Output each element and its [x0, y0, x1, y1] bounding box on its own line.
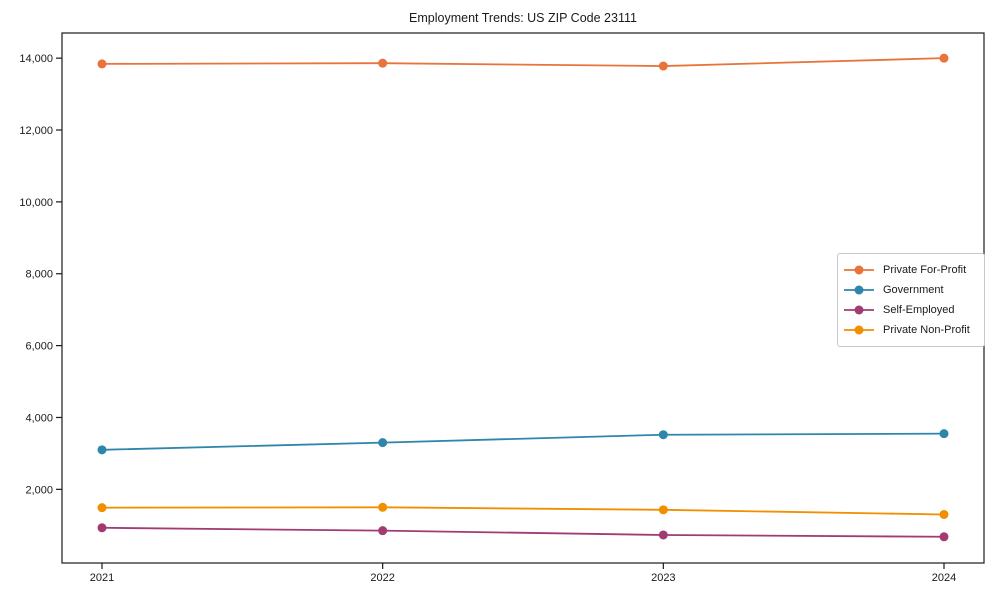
data-point-private-for-profit — [939, 53, 949, 63]
y-axis: 2,000 4,000 6,000 8,000 10,000 12,000 14,000 — [19, 53, 62, 496]
legend-label: Self-Employed — [883, 304, 955, 316]
legend-label: Government — [883, 284, 944, 296]
series-line-private-for-profit — [101, 57, 945, 67]
data-point-self-employed — [97, 523, 107, 533]
data-point-private-non-profit — [939, 509, 949, 519]
legend: Private For-Profit Government Self-Employe… — [837, 253, 985, 347]
series-line-private-non-profit — [101, 506, 945, 516]
y-tick-label: 10,000 — [19, 197, 53, 209]
legend-marker-icon — [844, 265, 874, 275]
legend-item-government: Government — [844, 280, 976, 300]
legend-item-private-for-profit: Private For-Profit — [844, 260, 976, 280]
chart-title: Employment Trends: US ZIP Code 23111 — [409, 11, 637, 25]
data-point-government — [97, 445, 107, 455]
series-group — [97, 53, 949, 542]
data-point-private-non-profit — [658, 505, 668, 515]
data-point-private-non-profit — [97, 503, 107, 513]
x-tick-label: 2024 — [932, 572, 956, 584]
data-point-self-employed — [378, 526, 388, 536]
y-tick-label: 2,000 — [25, 484, 53, 496]
data-point-private-for-profit — [378, 58, 388, 68]
x-axis: 2021 2022 2023 2024 — [90, 563, 956, 584]
y-tick-label: 8,000 — [25, 269, 53, 281]
data-point-government — [658, 430, 668, 440]
series-line-government — [101, 432, 945, 451]
legend-label: Private For-Profit — [883, 264, 967, 276]
legend-item-self-employed: Self-Employed — [844, 300, 976, 320]
legend-marker-icon — [844, 285, 874, 295]
y-tick-label: 14,000 — [19, 53, 53, 65]
y-tick-label: 4,000 — [25, 412, 53, 424]
x-tick-label: 2023 — [651, 572, 675, 584]
data-point-self-employed — [658, 530, 668, 540]
data-point-private-non-profit — [378, 502, 388, 512]
data-point-self-employed — [939, 532, 949, 542]
data-point-private-for-profit — [658, 61, 668, 71]
y-tick-label: 12,000 — [19, 125, 53, 137]
series-line-self-employed — [101, 526, 945, 538]
x-tick-label: 2022 — [370, 572, 394, 584]
legend-marker-icon — [844, 305, 874, 315]
legend-label: Private Non-Profit — [883, 324, 970, 336]
legend-marker-icon — [844, 325, 874, 335]
data-point-private-for-profit — [97, 59, 107, 69]
y-tick-label: 6,000 — [25, 341, 53, 353]
legend-item-private-non-profit: Private Non-Profit — [844, 320, 976, 340]
x-tick-label: 2021 — [90, 572, 114, 584]
data-point-government — [939, 429, 949, 439]
data-point-government — [378, 438, 388, 448]
